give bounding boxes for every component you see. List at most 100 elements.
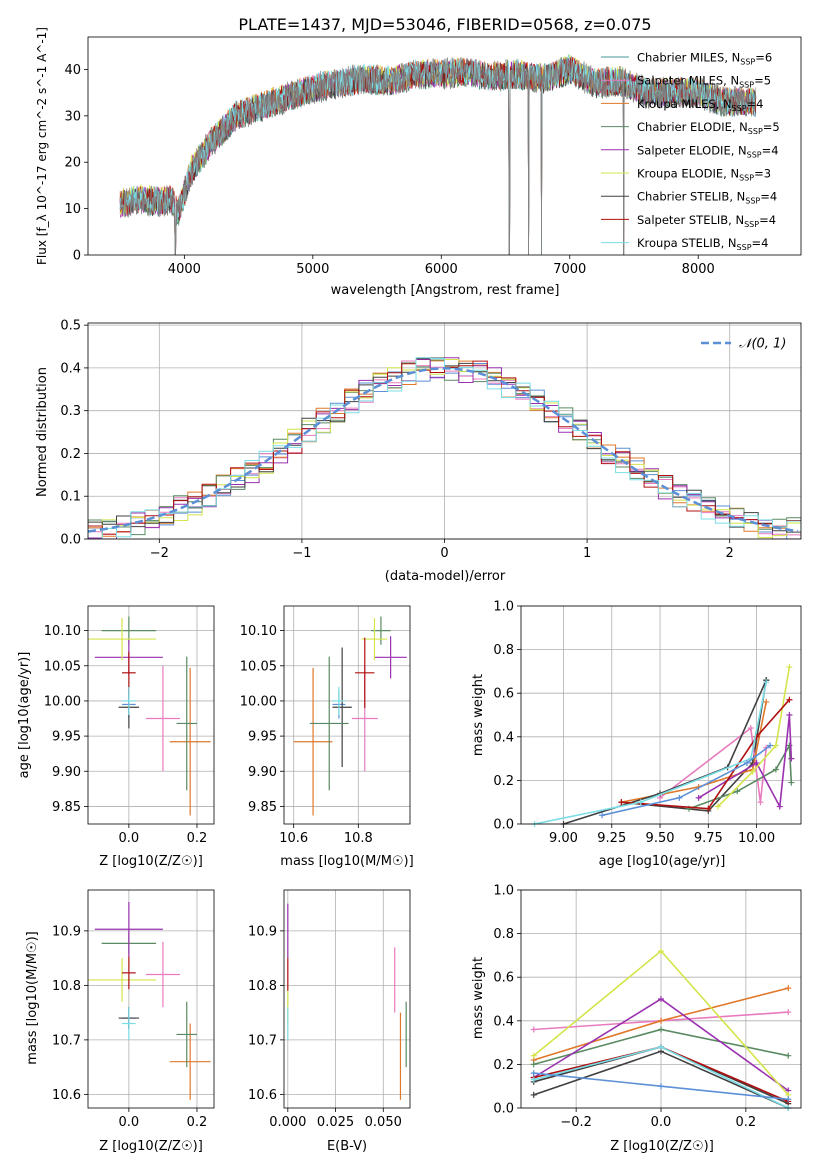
spectrum-xtick-label: 8000 (682, 262, 715, 277)
weight-vs-age-point (637, 799, 644, 806)
weight-vs-age-point (772, 742, 779, 749)
weight-vs-Z-point (658, 1043, 664, 1050)
weight-vs-age-xtick-label: 9.50 (646, 831, 675, 846)
weight-vs-age-point (788, 779, 795, 786)
residual-hist-xtick-label: 0 (440, 546, 448, 561)
age-vs-Z-ytick-label: 10.05 (44, 659, 81, 674)
weight-vs-age-point (763, 679, 770, 686)
mass-vs-ebv-axes: 0.000 0.025 0.050 10.6 10.7 10.8 10.9 (248, 890, 410, 1130)
age-vs-mass-ytick-label: 10.00 (240, 694, 277, 709)
age-vs-Z-ytick-label: 9.95 (52, 730, 81, 745)
mass-vs-Z-xtick-label: 0.2 (187, 1115, 208, 1130)
weight-vs-age-point (788, 755, 795, 762)
weight-vs-age-point (695, 794, 702, 801)
spectrum-ytick-label: 20 (64, 156, 81, 171)
age-vs-mass-xtick-label: 10.8 (344, 831, 373, 846)
mass-ebv-xlabel: E(B-V) (327, 1139, 367, 1154)
age-vs-Z-xtick-label: 0.2 (187, 831, 208, 846)
weight-vs-age-xtick-label: 9.75 (694, 831, 723, 846)
weight-age-xlabel: age [log10(age/yr)] (599, 854, 726, 869)
weight-vs-age-ytick-label: 0.2 (493, 774, 514, 789)
weight-vs-Z-point (658, 1017, 664, 1024)
weight-age-ylabel: mass weight (471, 674, 486, 756)
weight-vs-age-point (786, 712, 793, 718)
age-vs-mass-ytick-label: 10.05 (240, 659, 277, 674)
weight-vs-age-point (776, 803, 783, 810)
weight-vs-Z-point (785, 1096, 792, 1103)
weight-vs-age-ytick-label: 1.0 (493, 600, 514, 615)
residual-hist-xtick-label: 1 (583, 546, 591, 561)
spectrum-xtick-label: 5000 (296, 262, 329, 277)
weight-vs-age-series-line (601, 744, 771, 817)
spectrum-legend-label: Chabrier STELIB, NSSP=4 (637, 190, 777, 206)
weight-vs-age-point (618, 799, 625, 806)
weight-vs-age-point (757, 799, 764, 806)
spectrum-title: PLATE=1437, MJD=53046, FIBERID=0568, z=0… (238, 15, 651, 34)
weight-vs-Z-point (530, 1061, 537, 1068)
weight-vs-age-ytick-label: 0.0 (493, 818, 514, 833)
weight-vs-age-point (734, 788, 741, 795)
weight-vs-age-series-line (621, 679, 767, 812)
weight-vs-age-point (753, 759, 760, 766)
age-vs-mass-ytick-label: 9.85 (248, 800, 277, 815)
weight-vs-Z-ytick-label: 0.4 (493, 1014, 514, 1029)
residual-hist-frame (87, 322, 802, 540)
age-vs-mass-ytick-label: 9.90 (248, 765, 277, 780)
weight-vs-age-series-line (534, 682, 767, 824)
weight-vs-age-point (714, 803, 721, 810)
spectrum-legend-label: Kroupa STELIB, NSSP=4 (637, 236, 768, 252)
mass-z-ylabel: mass [log10(M/M☉)] (25, 931, 40, 1064)
spectrum-ylabel: Flux [f_λ 10^-17 erg cm^-2 s^-1 A^-1] (35, 27, 49, 265)
weight-vs-Z-ytick-label: 1.0 (493, 884, 514, 899)
weight-vs-age-axes: 9.00 9.25 9.50 9.75 10.00 0.0 0.2 0.4 0.6 0.8 1.0 (493, 600, 801, 846)
spectrum-legend-label: Salpeter MILES, NSSP=5 (637, 74, 771, 90)
age-vs-mass-ytick-label: 9.95 (248, 730, 277, 745)
mass-z-xlabel: Z [log10(Z/Z☉)] (99, 1139, 203, 1154)
residual-hist-ytick-label: 0.3 (60, 404, 81, 419)
hist-ylabel: Normed distribution (35, 367, 50, 497)
residual-hist-ytick-label: 0.1 (60, 490, 81, 505)
mass-vs-Z-frame (87, 889, 215, 1109)
weight-vs-age-point (743, 759, 750, 766)
spectrum-xtick-label: 4000 (168, 262, 201, 277)
hist-step-line (88, 360, 801, 535)
age-mass-xlabel: mass [log10(M/M☉)] (280, 854, 413, 869)
age-vs-Z-xtick-label: 0.0 (119, 831, 140, 846)
mass-vs-Z-ytick-label: 10.6 (52, 1088, 81, 1103)
age-vs-Z-ytick-label: 9.90 (52, 765, 81, 780)
weight-vs-Z-ytick-label: 0.6 (493, 971, 514, 986)
residual-hist-ytick-label: 0.2 (60, 447, 81, 462)
hist-step-line (88, 357, 801, 539)
weight-vs-Z-point (530, 1052, 537, 1059)
weight-vs-age-xtick-label: 9.00 (549, 831, 578, 846)
weight-vs-age-frame (520, 605, 802, 825)
weight-vs-Z-point (530, 1076, 537, 1083)
weight-vs-Z-point (658, 1026, 664, 1033)
weight-vs-Z-xtick-label: 0.0 (651, 1115, 672, 1130)
spectrum-legend-label: Salpeter ELODIE, NSSP=4 (637, 143, 779, 159)
residual-hist-xtick-label: −2 (150, 546, 169, 561)
residual-hist-ytick-label: 0.0 (60, 533, 81, 548)
weight-vs-age-ytick-label: 0.4 (493, 730, 514, 745)
age-vs-Z-axes: 0.0 0.2 9.85 9.90 9.95 10.00 10.05 10.10 (44, 606, 214, 846)
weight-vs-Z-point (530, 1026, 537, 1033)
age-vs-mass-ytick-label: 10.10 (240, 624, 277, 639)
weight-vs-age-point (786, 696, 793, 703)
weight-vs-Z-point (530, 1070, 537, 1077)
spectrum-axes: 4000 5000 6000 7000 8000 0 10 20 30 40 (64, 63, 714, 277)
spectrum-xtick-label: 7000 (553, 262, 586, 277)
weight-vs-Z-xtick-label: 0.2 (736, 1115, 757, 1130)
spectrum-data-line (119, 55, 757, 255)
spectrum-xtick-label: 6000 (425, 262, 458, 277)
weight-vs-age-point (767, 742, 774, 749)
weight-vs-age-series-line (563, 679, 767, 824)
weight-vs-age-ytick-label: 0.6 (493, 687, 514, 702)
normal-legend-label: 𝒩(0, 1) (739, 337, 786, 352)
mass-vs-ebv-xtick-label: 0.000 (269, 1115, 306, 1130)
age-vs-Z-ytick-label: 10.10 (44, 624, 81, 639)
mass-vs-Z-ytick-label: 10.9 (52, 924, 81, 939)
weight-vs-Z-frame (520, 889, 802, 1109)
residual-hist-ytick-label: 0.4 (60, 361, 81, 376)
weight-vs-Z-point (658, 1083, 664, 1090)
age-vs-mass-frame (283, 605, 411, 825)
